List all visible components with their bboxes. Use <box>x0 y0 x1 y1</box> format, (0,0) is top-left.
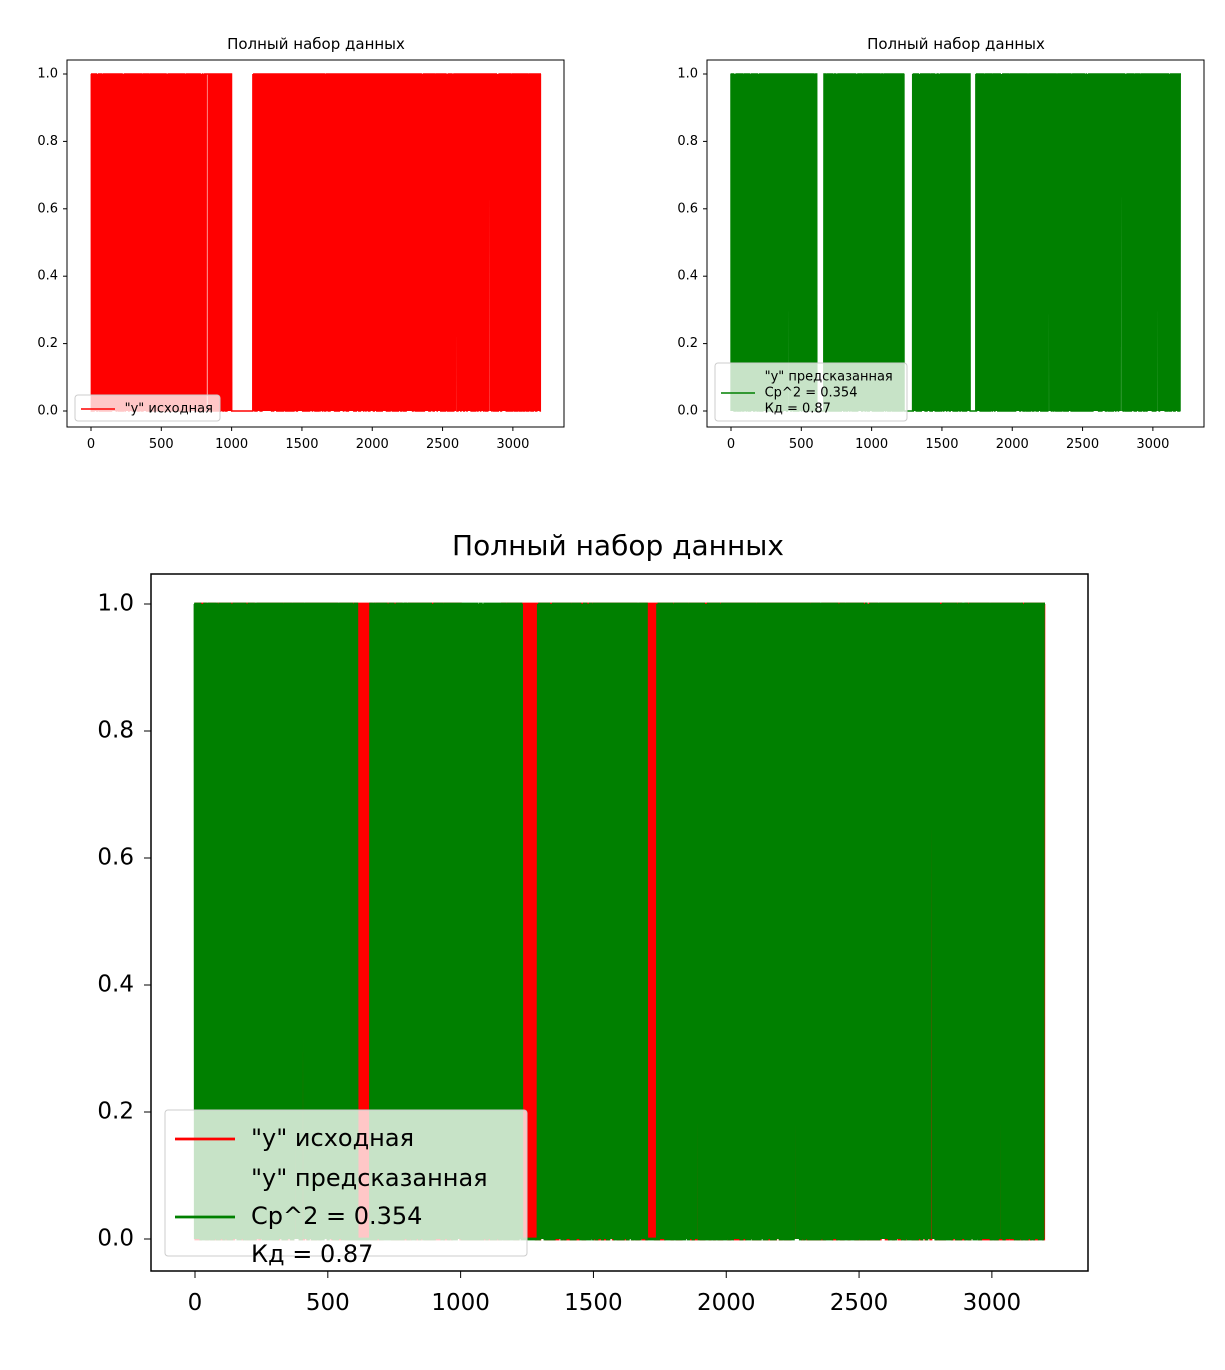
y-tick-label: 0.4 <box>97 972 134 998</box>
x-tick-label: 2000 <box>996 437 1029 452</box>
y-tick-label: 0.2 <box>97 1099 134 1125</box>
x-tick-label: 500 <box>149 437 174 452</box>
x-tick-label: 2000 <box>356 437 389 452</box>
x-tick-label: 3000 <box>963 1290 1022 1316</box>
x-tick-label: 1500 <box>564 1290 623 1316</box>
legend-box <box>164 1109 528 1257</box>
x-tick-label: 0 <box>727 437 735 452</box>
y-tick-label: 1.0 <box>37 67 58 82</box>
legend-label: Кд = 0.87 <box>765 402 831 417</box>
series-original <box>90 73 542 412</box>
x-tick-label: 1000 <box>855 437 888 452</box>
legend: "у" исходная <box>74 394 221 422</box>
x-tick-label: 500 <box>789 437 814 452</box>
legend-label: Ср^2 = 0.354 <box>765 386 858 401</box>
axis-ticks: 0 500 1000 1500 2000 2500 3000 0.0 0.2 0.4 0.6 0.8 1… <box>677 67 1169 453</box>
x-tick-label: 1500 <box>285 437 318 452</box>
chart-combined: Полный набор данных 0 500 1000 1500 2000 2500… <box>97 529 1089 1317</box>
y-tick-label: 0.0 <box>37 404 58 419</box>
y-tick-label: 0.6 <box>97 845 134 871</box>
y-tick-label: 0.0 <box>677 404 698 419</box>
series-combined <box>193 602 1046 1241</box>
x-tick-label: 0 <box>188 1290 203 1316</box>
series-line <box>730 73 1181 412</box>
y-tick-label: 0.6 <box>677 201 698 216</box>
x-tick-label: 2000 <box>697 1290 756 1316</box>
chart-original: Полный набор данных 0 500 1000 1500 2000 2500… <box>37 35 565 453</box>
x-tick-label: 0 <box>87 437 95 452</box>
axes-frame <box>66 59 565 428</box>
series-predicted <box>730 73 1181 412</box>
chart-title: Полный набор данных <box>452 529 784 562</box>
y-tick-label: 0.8 <box>37 134 58 149</box>
x-tick-label: 2500 <box>830 1290 889 1316</box>
x-tick-label: 500 <box>306 1290 350 1316</box>
y-tick-label: 0.2 <box>677 336 698 351</box>
legend-box <box>714 362 908 422</box>
y-tick-label: 0.2 <box>37 336 58 351</box>
axes-frame <box>706 59 1205 428</box>
x-tick-label: 3000 <box>496 437 529 452</box>
y-tick-label: 1.0 <box>677 67 698 82</box>
x-tick-label: 2500 <box>426 437 459 452</box>
legend-label: "у" исходная <box>251 1124 414 1152</box>
x-tick-label: 1500 <box>925 437 958 452</box>
y-tick-label: 0.6 <box>37 201 58 216</box>
legend-label: "у" исходная <box>125 402 213 417</box>
chart-predicted: Полный набор данных 0 500 1000 1500 2000 2500… <box>677 35 1205 453</box>
legend-label: "у" предсказанная <box>251 1164 488 1192</box>
axis-ticks: 0 500 1000 1500 2000 2500 3000 0.0 0.2 0.4 0.6 0.8 1… <box>97 591 1021 1317</box>
legend-box <box>74 394 221 422</box>
x-tick-label: 3000 <box>1136 437 1169 452</box>
y-tick-label: 0.4 <box>677 269 698 284</box>
series-line <box>90 73 542 412</box>
axes-frame <box>150 573 1089 1272</box>
legend: "у" исходная "у" предсказанная Ср^2 = 0.35… <box>164 1109 528 1268</box>
legend-label: "у" предсказанная <box>765 370 893 385</box>
y-tick-label: 0.8 <box>97 718 134 744</box>
y-tick-label: 0.8 <box>677 134 698 149</box>
y-tick-label: 0.4 <box>37 269 58 284</box>
series-line <box>193 602 1045 1241</box>
chart-title: Полный набор данных <box>867 35 1045 53</box>
chart-title: Полный набор данных <box>227 35 405 53</box>
x-tick-label: 1000 <box>215 437 248 452</box>
legend-label: Ср^2 = 0.354 <box>251 1202 422 1230</box>
y-tick-label: 1.0 <box>97 591 134 617</box>
legend-label: Кд = 0.87 <box>251 1240 373 1268</box>
x-tick-label: 2500 <box>1066 437 1099 452</box>
axis-ticks: 0 500 1000 1500 2000 2500 3000 0.0 0.2 0.4 0.6 0.8 1… <box>37 67 529 453</box>
y-tick-label: 0.0 <box>97 1226 134 1252</box>
x-tick-label: 1000 <box>431 1290 490 1316</box>
